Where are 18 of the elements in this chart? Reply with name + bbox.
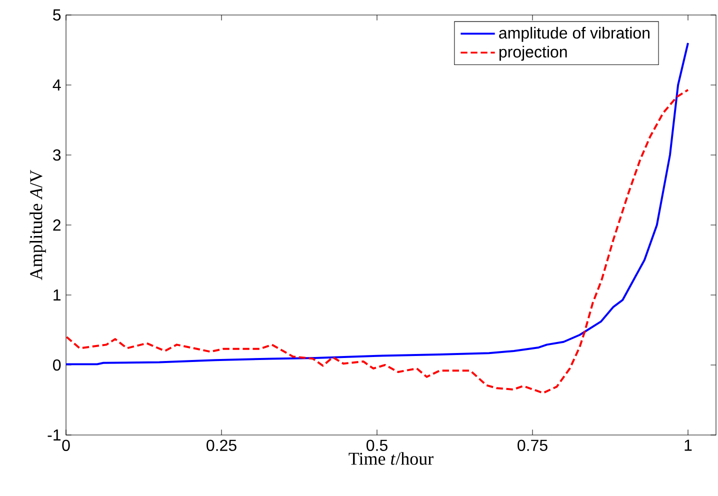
y-tick-label: 3: [53, 149, 61, 161]
legend-label: projection: [499, 46, 567, 61]
line-series: [66, 42, 689, 366]
y-tick-label: 5: [53, 9, 61, 21]
y-tick-label: -1: [48, 429, 61, 440]
x-tick-label: 0: [62, 440, 70, 452]
legend-label: amplitude of vibration: [499, 26, 650, 42]
x-tick-label: 0.25: [206, 440, 236, 452]
y-axis-title: Amplitude A/V: [30, 170, 46, 280]
y-tick-label: 1: [54, 289, 61, 300]
y-tick-label: 2: [53, 219, 60, 231]
x-axis-title: Time t/hour: [348, 452, 434, 465]
x-tick-label: 1: [684, 440, 692, 451]
line-series: [66, 88, 689, 394]
x-tick-label: 0.75: [518, 440, 548, 452]
y-tick-label: 0: [53, 359, 61, 371]
y-tick-label: 4: [52, 80, 61, 90]
x-tick-label: 0.5: [366, 440, 388, 452]
